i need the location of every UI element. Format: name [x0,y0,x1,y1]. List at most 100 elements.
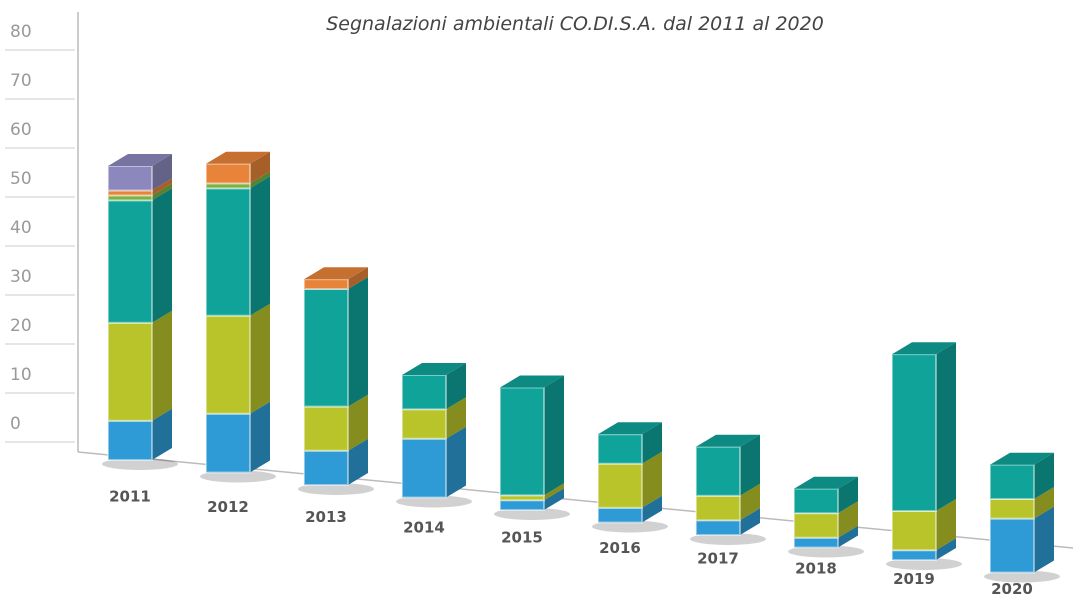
bar [499,386,545,497]
bar-side [642,451,662,508]
bar-top [402,363,466,375]
bar-side [152,183,172,201]
y-tick-label: 60 [10,120,32,140]
bar [891,549,937,562]
bar-side [446,397,466,439]
shadow [102,458,178,470]
bar-side [838,476,858,514]
bar-side [152,178,172,196]
bar-side [250,171,270,189]
bar-side [1034,452,1054,499]
shadow [298,483,374,495]
x-tick-label: 2014 [403,518,445,536]
bar-side [250,151,270,184]
chart-title: Segnalazioni ambientali CO.DI.S.A. dal 2… [326,13,824,35]
bar-side [544,483,564,501]
y-tick-label: 80 [10,22,32,42]
x-tick-label: 2018 [795,560,837,578]
bar [793,536,839,549]
x-tick-label: 2020 [991,580,1033,597]
bar [793,487,839,515]
bar-side [838,501,858,538]
bar [793,512,839,539]
bar-top [108,154,172,166]
x-tick-label: 2017 [697,549,739,567]
y-tick-label: 50 [10,169,32,189]
bar-side [348,277,368,407]
bar-side [1034,506,1054,573]
bar-top [500,375,564,388]
bar [303,278,349,291]
bar-top [598,422,662,435]
bar [989,463,1035,501]
bar [597,433,643,465]
bar [205,412,251,474]
bar-side [250,401,270,473]
bar [107,419,153,461]
bar [597,506,643,524]
bar [891,510,937,552]
bar-side [152,188,172,323]
bar [989,517,1035,574]
x-tick-label: 2013 [305,508,347,526]
bar-side [446,363,466,410]
bar [107,321,153,422]
bar-side [1034,487,1054,519]
shadow [984,570,1060,583]
bar [891,353,937,513]
bar [401,408,447,440]
y-tick-label: 30 [10,267,32,287]
bar-side [348,438,368,485]
bar-side [740,508,760,535]
y-tick-label: 20 [10,316,32,336]
bar [107,199,153,324]
bar [107,165,153,192]
bar-side [740,483,760,521]
bar-top [892,342,956,355]
bar [401,374,447,411]
bar-side [936,499,956,551]
x-tick-label: 2011 [109,488,151,506]
bar-side [740,434,760,496]
bar-top [206,151,270,164]
x-tick-label: 2015 [501,529,543,547]
bar-side [544,488,564,510]
bar [695,519,741,536]
x-tick-label: 2012 [207,498,249,516]
y-tick-label: 70 [10,71,32,91]
bar-side [152,408,172,460]
bar-side [152,154,172,191]
bar-top [696,434,760,447]
shadow [690,533,766,545]
shadow [494,508,570,520]
bar [597,462,643,509]
y-tick-label: 10 [10,365,32,385]
bar-top [794,476,858,489]
shadow [886,558,962,570]
bar-side [348,267,368,289]
bar [989,498,1035,520]
bar [695,445,741,497]
y-tick-label: 40 [10,218,32,238]
bar [205,314,251,415]
bar-side [250,303,270,414]
shadow [200,470,276,483]
bar-side [838,525,858,548]
shadow [396,495,472,508]
shadow [788,545,864,558]
bar-side [642,422,662,464]
bar-side [348,394,368,451]
bar [695,494,741,522]
bar [303,288,349,408]
bar [205,162,251,185]
y-tick-label: 0 [10,414,21,434]
bar-side [936,342,956,511]
bar-side [250,176,270,316]
x-tick-label: 2019 [893,570,935,588]
bar [401,437,447,499]
bar-side [446,426,466,498]
bar-top [990,452,1054,465]
bar-side [936,538,956,560]
bar [303,449,349,487]
